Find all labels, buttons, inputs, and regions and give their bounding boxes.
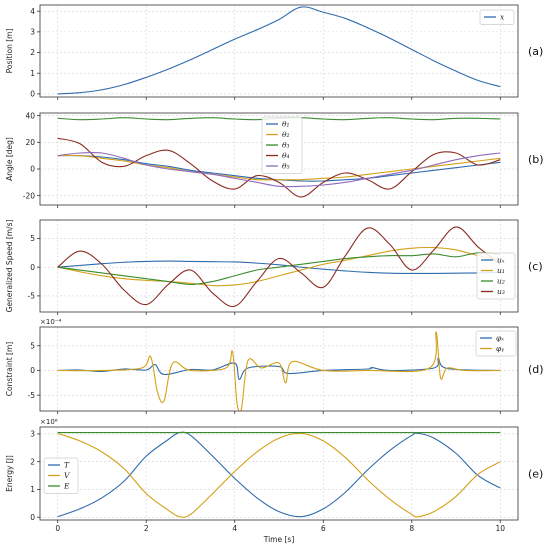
y-tick-label: 2 [30, 457, 35, 466]
plot-frame [39, 4, 519, 98]
legend-box [261, 116, 303, 174]
legend-entry: x [500, 13, 505, 22]
series-line-2 [57, 331, 501, 411]
series-line-1 [57, 431, 501, 518]
y-axis-label: Energy [J] [5, 455, 14, 492]
y-axis-label: Angle [deg] [5, 137, 14, 181]
series-line-1 [57, 357, 501, 380]
y-axis-label: Generalized Speed [m/s] [5, 220, 14, 313]
panel-1: 0 1 2 3 4 Position [m] (a) x [5, 4, 543, 100]
y-tick-label: 4 [30, 7, 35, 16]
x-tick-label: 0 [55, 524, 60, 533]
legend-entry: E [63, 482, 70, 491]
y-axis-label: Constraint [m] [5, 342, 14, 397]
panel-tag: (a) [528, 45, 543, 58]
y-tick-label: -20 [23, 191, 35, 200]
legend-entry: θ₅ [282, 162, 290, 171]
series-line-5 [57, 151, 501, 188]
legend-entry: θ₁ [282, 120, 290, 129]
y-tick-label: -5 [28, 292, 36, 301]
series-line-1 [57, 260, 501, 275]
x-axis-label: Time [s] [263, 535, 295, 544]
y-tick-label: 0 [30, 513, 35, 522]
legend-entry: uₓ [497, 256, 505, 265]
plot-frame [39, 426, 519, 521]
series-line-1 [57, 6, 501, 95]
legend-entry: θ₂ [282, 130, 290, 139]
axis-multiplier: ×10⁶ [40, 418, 58, 426]
x-tick-label: 10 [496, 524, 506, 533]
y-tick-label: 3 [30, 430, 35, 439]
legend-entry: φₓ [496, 334, 504, 343]
panel-tag: (b) [528, 153, 544, 166]
plot-frame [39, 326, 519, 412]
y-tick-label: -5 [28, 391, 36, 400]
series-line-3 [57, 252, 501, 285]
series-line-4 [57, 226, 501, 308]
legend-box [475, 330, 517, 357]
legend-entry: V [64, 471, 71, 480]
panel-5: 0 1 2 3 0 2 4 6 8 10 Energy [J] Time [s] ×10⁶ (e) TVE [5, 418, 543, 544]
legend-entry: T [64, 461, 70, 470]
y-tick-label: 0 [30, 89, 35, 98]
panel-tag: (d) [528, 363, 544, 376]
plot-frame [39, 219, 519, 313]
y-tick-label: 1 [30, 485, 35, 494]
series-line-2 [57, 432, 501, 518]
legend: x [479, 9, 515, 25]
x-tick-label: 6 [321, 524, 326, 533]
x-tick-label: 4 [232, 524, 237, 533]
x-tick-label: 2 [144, 524, 149, 533]
legend-entry: u₂ [497, 277, 505, 286]
legend-box [476, 252, 516, 300]
legend-entry: u₁ [497, 266, 505, 275]
legend-box [43, 457, 79, 494]
x-tick-label: 8 [409, 524, 414, 533]
axis-multiplier: ×10⁻⁴ [40, 318, 61, 326]
y-tick-label: 1 [30, 69, 35, 78]
legend-entry: φᵧ [496, 344, 504, 353]
panel-tag: (e) [528, 468, 543, 481]
y-tick-label: 0 [30, 366, 35, 375]
y-tick-label: 5 [30, 234, 35, 243]
series-line-2 [57, 246, 501, 287]
series-line-4 [57, 137, 501, 198]
y-tick-label: 40 [25, 111, 35, 120]
y-tick-label: 3 [30, 27, 35, 36]
legend: TVE [43, 457, 79, 494]
legend-entry: u₃ [497, 287, 505, 296]
y-axis-label: Position [m] [5, 29, 14, 74]
legend-entry: θ₃ [282, 141, 290, 150]
y-tick-label: 0 [30, 165, 35, 174]
plot-frame [39, 112, 519, 206]
y-tick-label: 0 [30, 263, 35, 272]
legend-box [479, 9, 515, 25]
legend-entry: θ₄ [282, 151, 290, 160]
panel-tag: (c) [528, 260, 543, 273]
y-tick-label: 20 [25, 138, 35, 147]
y-tick-label: 2 [30, 48, 35, 57]
y-tick-label: 5 [30, 341, 35, 350]
